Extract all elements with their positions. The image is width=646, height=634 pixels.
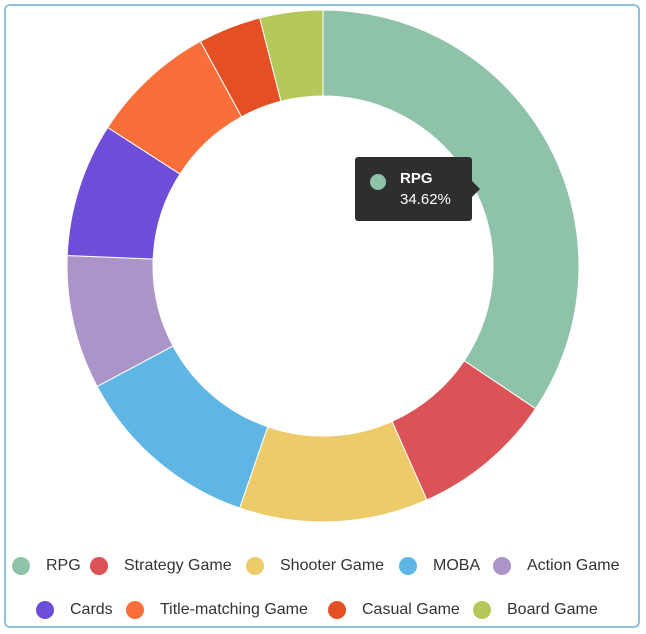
legend-label: Casual Game xyxy=(362,601,460,618)
chart-tooltip: RPG 34.62% xyxy=(355,157,480,221)
legend-row-1: RPG Strategy Game Shooter Game MOBA Acti… xyxy=(0,554,646,578)
legend-item-moba[interactable]: MOBA xyxy=(399,554,480,578)
legend-dot xyxy=(90,557,108,575)
legend-label: Title-matching Game xyxy=(160,601,308,618)
tooltip-percentage: 34.62% xyxy=(400,191,451,208)
legend-dot xyxy=(399,557,417,575)
legend-dot xyxy=(493,557,511,575)
legend-label: Strategy Game xyxy=(124,557,232,574)
legend-dot xyxy=(328,601,346,619)
legend-item-casual-game[interactable]: Casual Game xyxy=(328,598,460,622)
tooltip-series-name: RPG xyxy=(400,170,433,187)
legend-item-rpg[interactable]: RPG xyxy=(12,554,81,578)
legend-dot xyxy=(36,601,54,619)
legend-dot xyxy=(246,557,264,575)
donut-slice-board-game[interactable] xyxy=(259,9,324,102)
legend-item-action-game[interactable]: Action Game xyxy=(493,554,619,578)
legend-dot xyxy=(126,601,144,619)
legend-label: Shooter Game xyxy=(280,557,385,574)
legend-item-board-game[interactable]: Board Game xyxy=(473,598,598,622)
legend-label: Action Game xyxy=(527,557,620,574)
legend-item-strategy-game[interactable]: Strategy Game xyxy=(90,554,232,578)
legend-item-cards[interactable]: Cards xyxy=(36,598,113,622)
legend-label: RPG xyxy=(46,557,81,574)
legend-item-title-matching-game[interactable]: Title-matching Game xyxy=(126,598,308,622)
donut-slice-shooter-game[interactable] xyxy=(239,420,428,523)
legend-label: Board Game xyxy=(507,601,598,618)
legend-item-shooter-game[interactable]: Shooter Game xyxy=(246,554,384,578)
legend-row-2: Cards Title-matching Game Casual Game Bo… xyxy=(0,598,646,622)
legend-dot xyxy=(12,557,30,575)
donut-slice-rpg[interactable] xyxy=(322,9,580,410)
legend-label: MOBA xyxy=(433,557,481,574)
legend-dot xyxy=(473,601,491,619)
legend-label: Cards xyxy=(70,601,113,618)
tooltip-color-dot xyxy=(370,174,386,190)
